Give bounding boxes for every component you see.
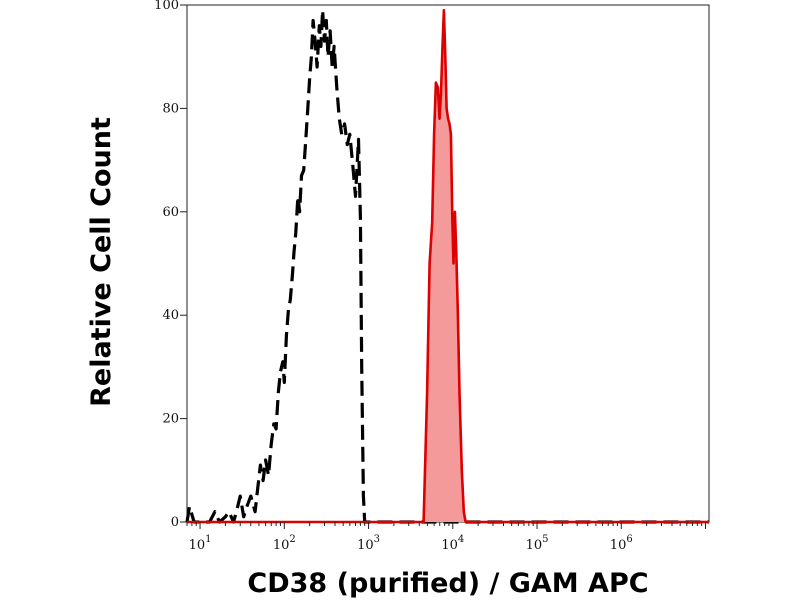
series-2-fill xyxy=(187,10,709,522)
x-axis: 101 102 103 104 105 106 xyxy=(186,522,707,553)
x-tick-label: 102 xyxy=(273,534,296,553)
y-tick-label: 100 xyxy=(154,0,179,13)
y-tick-label: 80 xyxy=(162,101,179,116)
x-tick-label: 103 xyxy=(357,534,380,553)
y-tick-label: 20 xyxy=(162,412,179,427)
series-2-line xyxy=(187,8,709,524)
y-tick-label: 60 xyxy=(162,205,179,220)
x-tick-label: 104 xyxy=(441,534,464,553)
y-axis-label: Relative Cell Count xyxy=(86,117,117,407)
x-tick-label: 101 xyxy=(189,534,212,553)
x-tick-label: 105 xyxy=(526,534,549,553)
y-axis: 0 20 40 60 80 100 xyxy=(154,0,187,530)
y-tick-label: 0 xyxy=(171,515,179,530)
series-1-line xyxy=(185,8,709,524)
series-layer xyxy=(185,8,709,524)
x-axis-label: CD38 (purified) / GAM APC xyxy=(247,568,648,599)
y-tick-label: 40 xyxy=(162,308,179,323)
x-tick-label: 106 xyxy=(610,534,633,553)
